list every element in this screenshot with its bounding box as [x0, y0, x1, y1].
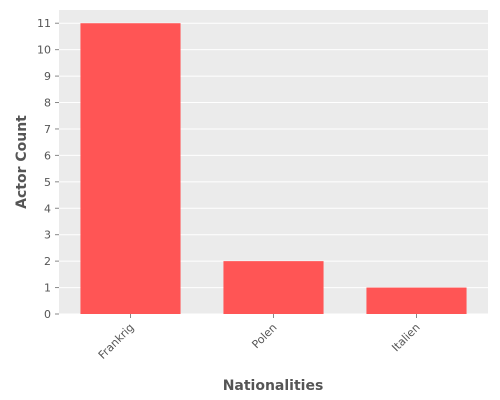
- bar-frankrig: [80, 23, 181, 314]
- y-tick-label-0: 0: [44, 308, 51, 321]
- bars: [80, 23, 467, 314]
- y-tick-label-5: 5: [44, 176, 51, 189]
- y-tick-label-7: 7: [44, 123, 51, 136]
- x-tick-label-0: Frankrig: [96, 321, 137, 362]
- y-tick-label-1: 1: [44, 282, 51, 295]
- bar-polen: [223, 261, 324, 314]
- y-tick-label-9: 9: [44, 70, 51, 83]
- x-axis-title: Nationalities: [223, 378, 324, 394]
- y-tick-label-11: 11: [37, 17, 51, 30]
- y-tick-label-8: 8: [44, 97, 51, 110]
- y-tick-label-3: 3: [44, 229, 51, 242]
- y-tick-label-10: 10: [37, 44, 51, 57]
- x-tick-label-2: Italien: [389, 321, 422, 354]
- y-axis-ticks: 0 1 2 3 4 5 6 7 8 9 10 11: [37, 17, 59, 321]
- y-tick-label-6: 6: [44, 149, 51, 162]
- y-tick-label-2: 2: [44, 255, 51, 268]
- y-tick-label-4: 4: [44, 202, 51, 215]
- y-axis-title: Actor Count: [14, 115, 30, 209]
- x-tick-label-1: Polen: [249, 321, 279, 351]
- x-axis-ticks: Frankrig Polen Italien: [96, 314, 423, 362]
- bar-italien: [366, 287, 467, 314]
